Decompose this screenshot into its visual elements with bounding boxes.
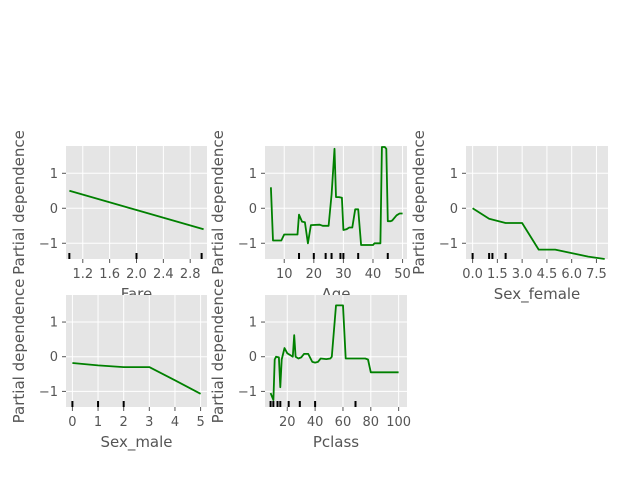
pd-panel-3: 0.0 1.5 3.0 4.5 6.0 7.5 −1 0 1 Sex_female Partial … (410, 130, 608, 304)
y-axis-label: Partial dependence (209, 279, 227, 424)
y-tick-label: 0 (249, 350, 257, 365)
pd-curve (69, 189, 204, 231)
x-tick-label: 5 (196, 415, 204, 430)
x-axis-label: Sex_female (494, 285, 581, 304)
pd-curve (72, 362, 202, 395)
x-tick-label: 3.0 (512, 267, 533, 282)
y-tick-label: 0 (50, 350, 58, 365)
x-tick-label: 40 (365, 267, 382, 282)
y-tick-label: 1 (450, 167, 458, 182)
y-tick-label: −1 (238, 385, 257, 400)
plot-background (66, 295, 207, 407)
x-tick-label: 10 (276, 267, 293, 282)
y-axis-label: Partial dependence (209, 130, 227, 275)
x-tick-label: 80 (363, 415, 380, 430)
x-tick-label: 40 (307, 415, 324, 430)
x-axis-label: Sex_male (100, 433, 172, 452)
y-tick-label: 1 (249, 316, 257, 331)
x-tick-label: 20 (306, 267, 323, 282)
y-axis-label: Partial dependence (10, 279, 28, 424)
y-tick-label: 0 (450, 202, 458, 217)
y-tick-label: 1 (249, 167, 257, 182)
x-tick-label: 1.6 (99, 267, 120, 282)
x-tick-label: 60 (335, 415, 352, 430)
x-tick-label: 4.5 (537, 267, 558, 282)
x-axis-label: Pclass (313, 433, 359, 451)
x-tick-label: 7.5 (586, 267, 607, 282)
x-tick-label: 20 (279, 415, 296, 430)
y-tick-label: 1 (50, 167, 58, 182)
pd-curve (269, 304, 399, 402)
x-tick-label: 100 (386, 415, 411, 430)
x-tick-label: 3 (145, 415, 153, 430)
pd-panel-5: 20 40 60 80 100 −1 0 1 Pclass Partial dependence (209, 279, 411, 451)
y-tick-label: 0 (50, 202, 58, 217)
x-tick-label: 2.4 (153, 267, 174, 282)
x-tick-label: 1 (94, 415, 102, 430)
x-tick-label: 1.5 (487, 267, 508, 282)
x-tick-label: 6.0 (561, 267, 582, 282)
plot-background (265, 146, 407, 259)
x-tick-label: 0.0 (462, 267, 483, 282)
y-tick-label: −1 (39, 237, 58, 252)
plot-background (466, 146, 608, 259)
y-tick-label: −1 (439, 237, 458, 252)
x-tick-label: 50 (394, 267, 411, 282)
pd-curve (472, 207, 605, 260)
y-tick-label: −1 (238, 237, 257, 252)
x-tick-label: 2.8 (180, 267, 201, 282)
pd-curve (270, 146, 403, 246)
x-tick-label: 2.0 (126, 267, 147, 282)
y-tick-label: 0 (249, 202, 257, 217)
y-tick-label: 1 (50, 316, 58, 331)
x-tick-label: 30 (335, 267, 352, 282)
y-axis-label: Partial dependence (410, 130, 428, 275)
x-tick-label: 0 (68, 415, 76, 430)
y-tick-label: −1 (39, 385, 58, 400)
x-tick-label: 2 (120, 415, 128, 430)
x-tick-label: 1.2 (72, 267, 93, 282)
x-tick-label: 4 (171, 415, 179, 430)
pd-panel-4: 0 1 2 3 4 5 −1 0 1 Sex_male Partial dependence (10, 279, 207, 452)
y-axis-label: Partial dependence (10, 130, 28, 275)
